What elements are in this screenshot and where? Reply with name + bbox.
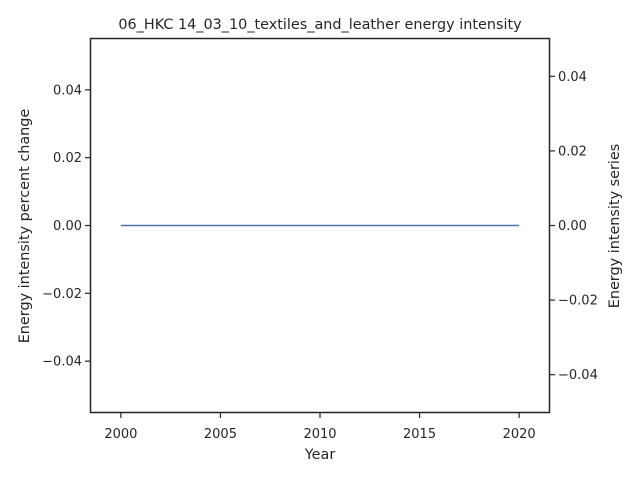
- y-left-tick-label: −0.02: [42, 287, 82, 302]
- y-axis-left: −0.04 −0.02 0.00 0.02 0.04: [42, 83, 91, 370]
- chart-title: 06_HKC 14_03_10_textiles_and_leather ene…: [118, 17, 522, 33]
- y-right-tick-label: 0.04: [558, 70, 587, 85]
- y-right-tick-label: −0.02: [558, 294, 598, 309]
- y-left-tick-label: 0.02: [53, 151, 82, 166]
- x-tick-label: 2010: [303, 427, 336, 442]
- y-left-tick-label: 0.04: [53, 83, 82, 98]
- x-tick-label: 2000: [104, 427, 137, 442]
- x-tick-label: 2020: [503, 427, 536, 442]
- x-tick-label: 2005: [204, 427, 237, 442]
- y-axis-left-label: Energy intensity percent change: [17, 109, 33, 344]
- x-axis-label: Year: [304, 447, 336, 463]
- y-right-tick-label: 0.02: [558, 144, 587, 159]
- y-left-tick-label: −0.04: [42, 355, 82, 370]
- x-tick-label: 2015: [403, 427, 436, 442]
- y-left-tick-label: 0.00: [53, 219, 82, 234]
- y-axis-right: −0.04 −0.02 0.00 0.02 0.04: [549, 70, 598, 383]
- x-axis: 2000 2005 2010 2015 2020: [104, 412, 536, 442]
- y-right-tick-label: −0.04: [558, 368, 598, 383]
- y-axis-right-label: Energy intensity series: [607, 144, 623, 309]
- y-right-tick-label: 0.00: [558, 219, 587, 234]
